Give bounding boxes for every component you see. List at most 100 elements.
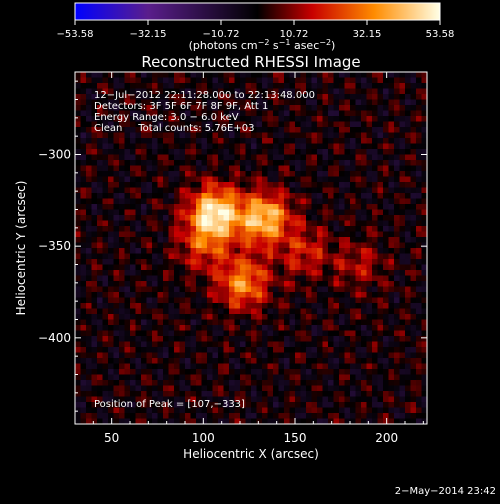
heatmap-cell: [75, 193, 81, 199]
heatmap-cell: [421, 116, 427, 122]
heatmap-cell: [124, 94, 131, 100]
heatmap-cell: [383, 363, 389, 370]
heatmap-cell: [130, 187, 136, 194]
heatmap-cell: [113, 121, 120, 128]
heatmap-cell: [317, 275, 323, 282]
heatmap-cell: [273, 336, 279, 342]
heatmap-cell: [361, 88, 367, 95]
heatmap-cell: [97, 413, 103, 419]
heatmap-cell: [179, 182, 186, 188]
heatmap-cell: [108, 94, 114, 100]
heatmap-cell: [383, 88, 389, 95]
heatmap-cell: [399, 281, 406, 287]
heatmap-cell: [278, 396, 285, 403]
heatmap-cell: [306, 99, 312, 106]
heatmap-cell: [295, 105, 301, 111]
heatmap-cell: [339, 286, 345, 293]
heatmap-cell: [366, 380, 373, 386]
heatmap-cell: [410, 380, 417, 386]
heatmap-cell: [361, 358, 367, 364]
heatmap-cell: [284, 402, 290, 408]
heatmap-cell: [234, 171, 241, 177]
heatmap-cell: [113, 281, 120, 287]
heatmap-cell: [229, 220, 235, 227]
heatmap-cell: [383, 336, 389, 342]
heatmap-cell: [278, 391, 285, 397]
heatmap-cell: [163, 380, 169, 386]
heatmap-cell: [201, 407, 208, 414]
heatmap-cell: [355, 99, 362, 106]
heatmap-cell: [201, 160, 208, 166]
heatmap-cell: [372, 369, 378, 375]
heatmap-cell: [328, 314, 334, 320]
heatmap-cell: [80, 253, 87, 260]
heatmap-cell: [405, 209, 411, 216]
heatmap-cell: [135, 99, 142, 106]
heatmap-cell: [146, 226, 153, 232]
heatmap-cell: [146, 121, 153, 128]
heatmap-cell: [372, 231, 378, 238]
heatmap-cell: [91, 215, 98, 221]
heatmap-cell: [350, 99, 356, 106]
heatmap-cell: [75, 253, 81, 260]
heatmap-cell: [240, 176, 246, 183]
heatmap-cell: [185, 270, 191, 276]
heatmap-cell: [383, 220, 389, 227]
heatmap-cell: [339, 116, 345, 122]
heatmap-cell: [322, 330, 329, 337]
heatmap-cell: [306, 396, 312, 403]
heatmap-cell: [328, 270, 334, 276]
heatmap-cell: [421, 270, 427, 276]
heatmap-cell: [399, 209, 406, 216]
heatmap-cell: [201, 413, 208, 419]
heatmap-cell: [273, 94, 279, 100]
heatmap-cell: [289, 369, 296, 375]
heatmap-cell: [300, 330, 307, 337]
heatmap-cell: [366, 83, 373, 89]
heatmap-cell: [289, 248, 296, 254]
heatmap-cell: [223, 105, 230, 111]
heatmap-cell: [229, 182, 235, 188]
heatmap-cell: [157, 198, 164, 205]
heatmap-cell: [229, 385, 235, 392]
heatmap-cell: [168, 275, 175, 282]
heatmap-cell: [317, 83, 323, 89]
heatmap-cell: [278, 374, 285, 381]
heatmap-cell: [273, 209, 279, 216]
heatmap-cell: [410, 281, 417, 287]
heatmap-cell: [361, 270, 367, 276]
heatmap-cell: [113, 132, 120, 139]
heatmap-cell: [251, 237, 257, 243]
heatmap-cell: [350, 116, 356, 122]
heatmap-cell: [355, 380, 362, 386]
heatmap-cell: [86, 215, 92, 221]
heatmap-cell: [366, 385, 373, 392]
heatmap-cell: [91, 330, 98, 337]
heatmap-cell: [289, 418, 296, 424]
heatmap-cell: [416, 314, 422, 320]
heatmap-cell: [366, 72, 373, 78]
heatmap-cell: [113, 182, 120, 188]
heatmap-cell: [278, 330, 285, 337]
heatmap-cell: [361, 77, 367, 84]
heatmap-cell: [108, 231, 114, 238]
heatmap-cell: [218, 330, 224, 337]
heatmap-cell: [86, 418, 92, 424]
heatmap-cell: [113, 396, 120, 403]
heatmap-cell: [251, 352, 257, 359]
heatmap-cell: [146, 341, 153, 348]
heatmap-cell: [273, 160, 279, 166]
heatmap-cell: [229, 121, 235, 128]
heatmap-cell: [196, 132, 202, 139]
heatmap-cell: [377, 226, 384, 232]
heatmap-cell: [328, 374, 334, 381]
heatmap-cell: [212, 226, 219, 232]
heatmap-cell: [152, 325, 158, 331]
heatmap-cell: [328, 204, 334, 210]
heatmap-cell: [311, 127, 318, 133]
heatmap-cell: [152, 187, 158, 194]
heatmap-cell: [322, 215, 329, 221]
heatmap-cell: [141, 281, 147, 287]
heatmap-cell: [350, 209, 356, 216]
heatmap-cell: [399, 171, 406, 177]
